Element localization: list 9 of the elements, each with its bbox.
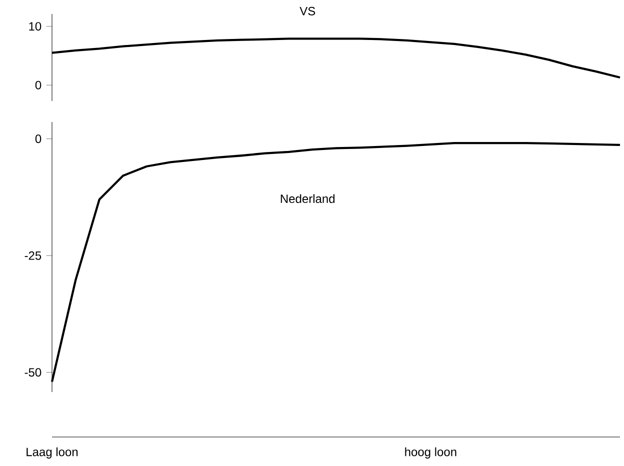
- y-tick-label: 10: [29, 22, 42, 31]
- x-tick-label: hoog loon: [405, 447, 456, 459]
- y-tick-label: -50: [24, 368, 42, 377]
- series-label: VS: [300, 6, 316, 16]
- x-tick-label: Laag loon: [26, 447, 78, 459]
- text: Nederland: [280, 194, 334, 204]
- y-tick-label: 0: [35, 134, 42, 144]
- y-tick-label: 0: [35, 80, 42, 90]
- y-tick-label: -25: [24, 251, 42, 260]
